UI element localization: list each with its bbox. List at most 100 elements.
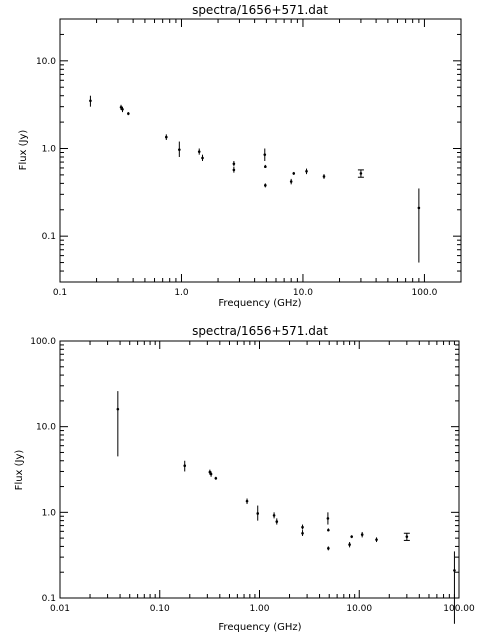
x-tick-label: 1.0: [174, 288, 189, 298]
data-marker: [350, 535, 353, 538]
data-point: [256, 505, 260, 521]
data-point: [264, 183, 267, 188]
data-marker: [121, 107, 124, 111]
data-point: [119, 104, 123, 110]
y-tick-label: 10.0: [36, 57, 56, 67]
data-marker: [214, 476, 218, 480]
data-marker: [264, 165, 267, 168]
data-point: [127, 112, 130, 116]
plot-frame: [59, 18, 462, 283]
data-marker: [292, 172, 296, 175]
data-marker: [305, 169, 308, 173]
data-marker: [178, 148, 181, 151]
data-marker: [256, 512, 260, 515]
data-marker: [263, 153, 267, 156]
data-marker: [232, 168, 236, 172]
x-axis-label: Frequency (GHz): [218, 622, 301, 633]
data-point: [453, 551, 456, 624]
data-marker: [327, 528, 330, 532]
data-point: [348, 542, 351, 548]
data-point: [121, 106, 124, 113]
x-tick-label: 10.00: [346, 604, 372, 614]
y-tick-label: 0.1: [42, 232, 56, 242]
data-marker: [245, 499, 249, 503]
data-point: [305, 168, 308, 175]
y-tick-label: 100.0: [30, 337, 56, 347]
x-tick-label: 0.1: [53, 288, 67, 298]
data-marker: [326, 517, 330, 520]
chart-title: spectra/1656+571.dat: [192, 3, 328, 17]
data-point: [214, 476, 218, 480]
data-point: [360, 531, 364, 538]
data-point: [357, 169, 364, 178]
data-marker: [116, 407, 120, 411]
chart-title: spectra/1656+571.dat: [192, 324, 328, 338]
data-marker: [453, 569, 456, 572]
data-point: [350, 535, 353, 539]
x-tick-label: 0.01: [50, 604, 70, 614]
data-marker: [201, 156, 204, 160]
data-marker: [183, 464, 187, 468]
data-marker: [301, 525, 304, 529]
data-point: [232, 161, 236, 167]
data-point: [301, 530, 304, 536]
data-point: [178, 141, 181, 157]
data-marker: [289, 180, 293, 183]
data-point: [183, 460, 187, 472]
data-marker: [197, 150, 201, 153]
data-point: [264, 164, 267, 168]
data-point: [272, 512, 276, 519]
data-point: [232, 166, 236, 173]
data-point: [327, 546, 330, 551]
data-point: [245, 498, 249, 505]
data-marker: [119, 106, 123, 109]
x-tick-label: 0.10: [150, 604, 170, 614]
data-marker: [327, 547, 330, 550]
data-point: [327, 528, 330, 532]
data-marker: [301, 531, 304, 535]
data-marker: [208, 470, 212, 474]
data-point: [375, 537, 378, 543]
x-tick-label: 100.00: [443, 604, 475, 614]
data-marker: [165, 135, 168, 139]
plot-frame: [59, 340, 460, 599]
data-point: [403, 532, 410, 541]
x-axis-label: Frequency (GHz): [218, 298, 301, 309]
y-tick-label: 10.0: [36, 423, 56, 433]
data-point: [201, 154, 204, 162]
y-tick-label: 0.1: [42, 594, 56, 604]
data-marker: [264, 184, 267, 187]
data-point: [89, 95, 92, 107]
data-marker: [360, 533, 364, 536]
x-tick-label: 1.00: [249, 604, 269, 614]
y-axis-label: Flux (Jy): [14, 450, 25, 491]
data-point: [263, 148, 267, 162]
x-tick-label: 10.0: [293, 288, 313, 298]
y-tick-label: 1.0: [42, 508, 57, 518]
data-marker: [272, 514, 276, 517]
data-point: [165, 134, 168, 140]
y-tick-label: 1.0: [42, 144, 57, 154]
data-marker: [127, 112, 130, 115]
y-axis-label: Flux (Jy): [18, 130, 29, 171]
data-marker: [359, 172, 363, 175]
data-marker: [417, 206, 421, 210]
data-point: [292, 171, 296, 175]
data-point: [289, 178, 293, 185]
chart-panel-top: spectra/1656+571.dat Frequency (GHz) Flu…: [18, 3, 462, 309]
data-marker: [232, 162, 236, 166]
data-marker: [275, 520, 279, 523]
data-point: [275, 518, 279, 525]
data-marker: [89, 99, 92, 103]
chart-panel-bottom: spectra/1656+571.dat Frequency (GHz) Flu…: [14, 324, 475, 633]
data-point: [326, 512, 330, 525]
data-marker: [322, 175, 326, 178]
data-point: [116, 391, 120, 457]
data-point: [417, 188, 421, 263]
data-point: [301, 524, 304, 530]
data-point: [209, 471, 213, 477]
data-marker: [405, 535, 409, 538]
data-point: [197, 148, 201, 155]
data-point: [322, 174, 326, 179]
